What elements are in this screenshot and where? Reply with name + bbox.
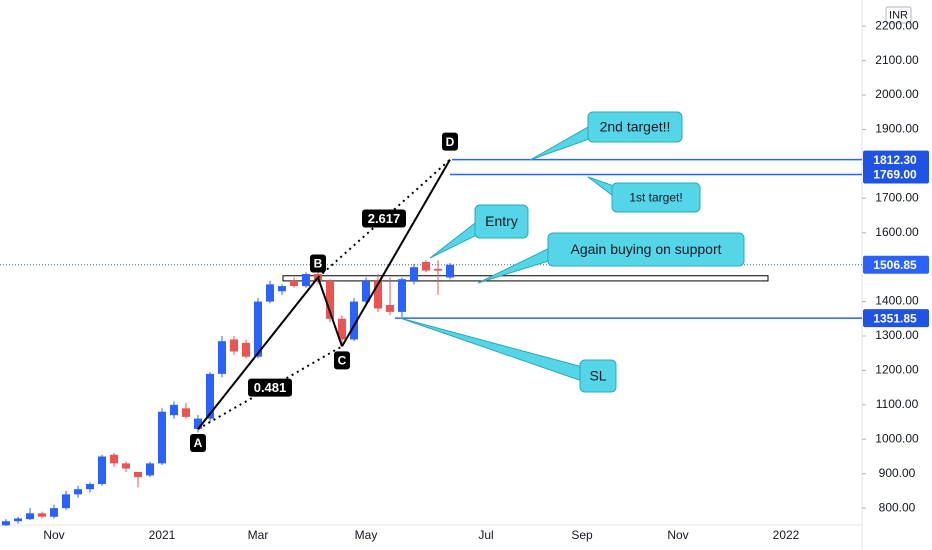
pattern-leg	[197, 276, 319, 430]
price-tag	[863, 255, 929, 274]
candle-body	[122, 463, 130, 469]
candle-body	[38, 513, 46, 517]
ratio-box	[248, 378, 292, 397]
point-label: A	[194, 436, 203, 450]
price-tag-label: 1506.85	[873, 258, 917, 272]
y-tick-label: 1100.00	[876, 397, 919, 411]
candle-body	[230, 339, 238, 352]
candle-body	[158, 411, 166, 464]
candle-body	[422, 261, 430, 271]
ratio-label: 2.617	[368, 211, 401, 226]
price-tag-label: 1351.85	[873, 311, 917, 325]
candle-body	[362, 280, 370, 302]
callout-box	[474, 204, 529, 239]
candle-body	[398, 279, 406, 312]
candle-body	[74, 489, 82, 495]
point-box	[190, 433, 206, 452]
y-tick-label: 1000.00	[875, 431, 919, 445]
support-zone	[282, 275, 769, 282]
candle-body	[386, 305, 394, 312]
candle-body	[206, 373, 214, 419]
candle-body	[146, 463, 154, 476]
x-tick-label: Nov	[43, 528, 64, 542]
candle-body	[254, 301, 262, 357]
y-tick-label: 1700.00	[875, 190, 919, 204]
candle-body	[446, 264, 454, 278]
y-tick-label: 1600.00	[875, 225, 919, 239]
y-tick-label: 2000.00	[875, 87, 919, 101]
y-tick-label: 1200.00	[875, 363, 919, 377]
candle-body	[302, 274, 310, 287]
candle-body	[110, 454, 118, 464]
y-tick-label: 900.00	[879, 466, 916, 480]
candle-body	[98, 456, 106, 485]
candle-body	[50, 508, 58, 517]
ratio-label: 0.481	[254, 380, 287, 395]
callout-box	[611, 182, 701, 213]
currency: INR	[889, 9, 908, 21]
candle-body	[350, 301, 358, 340]
candle-body	[194, 418, 202, 429]
candle-body	[434, 268, 442, 271]
x-tick-label: Mar	[248, 528, 269, 542]
candle-body	[26, 513, 34, 520]
pattern-leg	[317, 277, 343, 347]
x-tick-label: Sep	[571, 528, 593, 542]
candle-body	[182, 408, 190, 417]
y-tick-label: 1900.00	[875, 122, 919, 136]
x-tick-label: 2021	[149, 528, 176, 542]
candle-body	[242, 342, 250, 357]
callout-text: Again buying on support	[571, 241, 722, 257]
y-tick-label: 1300.00	[875, 328, 919, 342]
candle-body	[374, 280, 382, 309]
x-tick-label: 2022	[773, 528, 800, 542]
ratio-box	[362, 209, 406, 228]
price-tag	[863, 309, 929, 328]
pattern-ratio-line	[197, 345, 343, 430]
y-tick-label: 2200.00	[875, 18, 919, 32]
x-tick-label: May	[355, 528, 378, 542]
candle-body	[410, 267, 418, 281]
callout-box	[547, 232, 745, 267]
point-label: B	[314, 257, 323, 271]
y-tick-label: 2100.00	[875, 53, 919, 67]
point-label: D	[446, 135, 455, 149]
x-tick-label: Jul	[478, 528, 493, 542]
point-label: C	[338, 353, 347, 367]
currency-box	[885, 6, 912, 24]
callout-text: 1st target!	[629, 191, 682, 205]
price-tag	[863, 165, 929, 184]
candle-body	[278, 286, 286, 292]
candle-body	[326, 280, 334, 319]
y-tick-label: 800.00	[879, 500, 916, 514]
pattern-leg	[341, 159, 451, 347]
callout-text: Entry	[485, 213, 518, 229]
candle-body	[134, 471, 142, 478]
candle-body	[170, 404, 178, 416]
price-tag-label: 1812.30	[873, 153, 917, 167]
candle-body	[86, 484, 94, 490]
point-box	[442, 132, 458, 151]
y-tick-label: 1400.00	[875, 294, 919, 308]
x-tick-label: Nov	[667, 528, 688, 542]
candle-body	[218, 341, 226, 374]
candle-body	[62, 494, 70, 509]
candle-body	[290, 280, 298, 287]
candle-body	[14, 518, 22, 522]
candle-body	[266, 284, 274, 302]
candle-body	[338, 318, 346, 340]
point-box	[310, 254, 326, 273]
point-box	[334, 351, 350, 370]
callout-box	[579, 359, 617, 393]
price-tag-label: 1769.00	[873, 168, 917, 182]
callout-text: 2nd target!!	[600, 119, 671, 135]
candle-body	[2, 521, 10, 526]
callout-box	[587, 111, 683, 143]
price-tag	[863, 150, 929, 169]
callout-text: SL	[589, 368, 606, 384]
